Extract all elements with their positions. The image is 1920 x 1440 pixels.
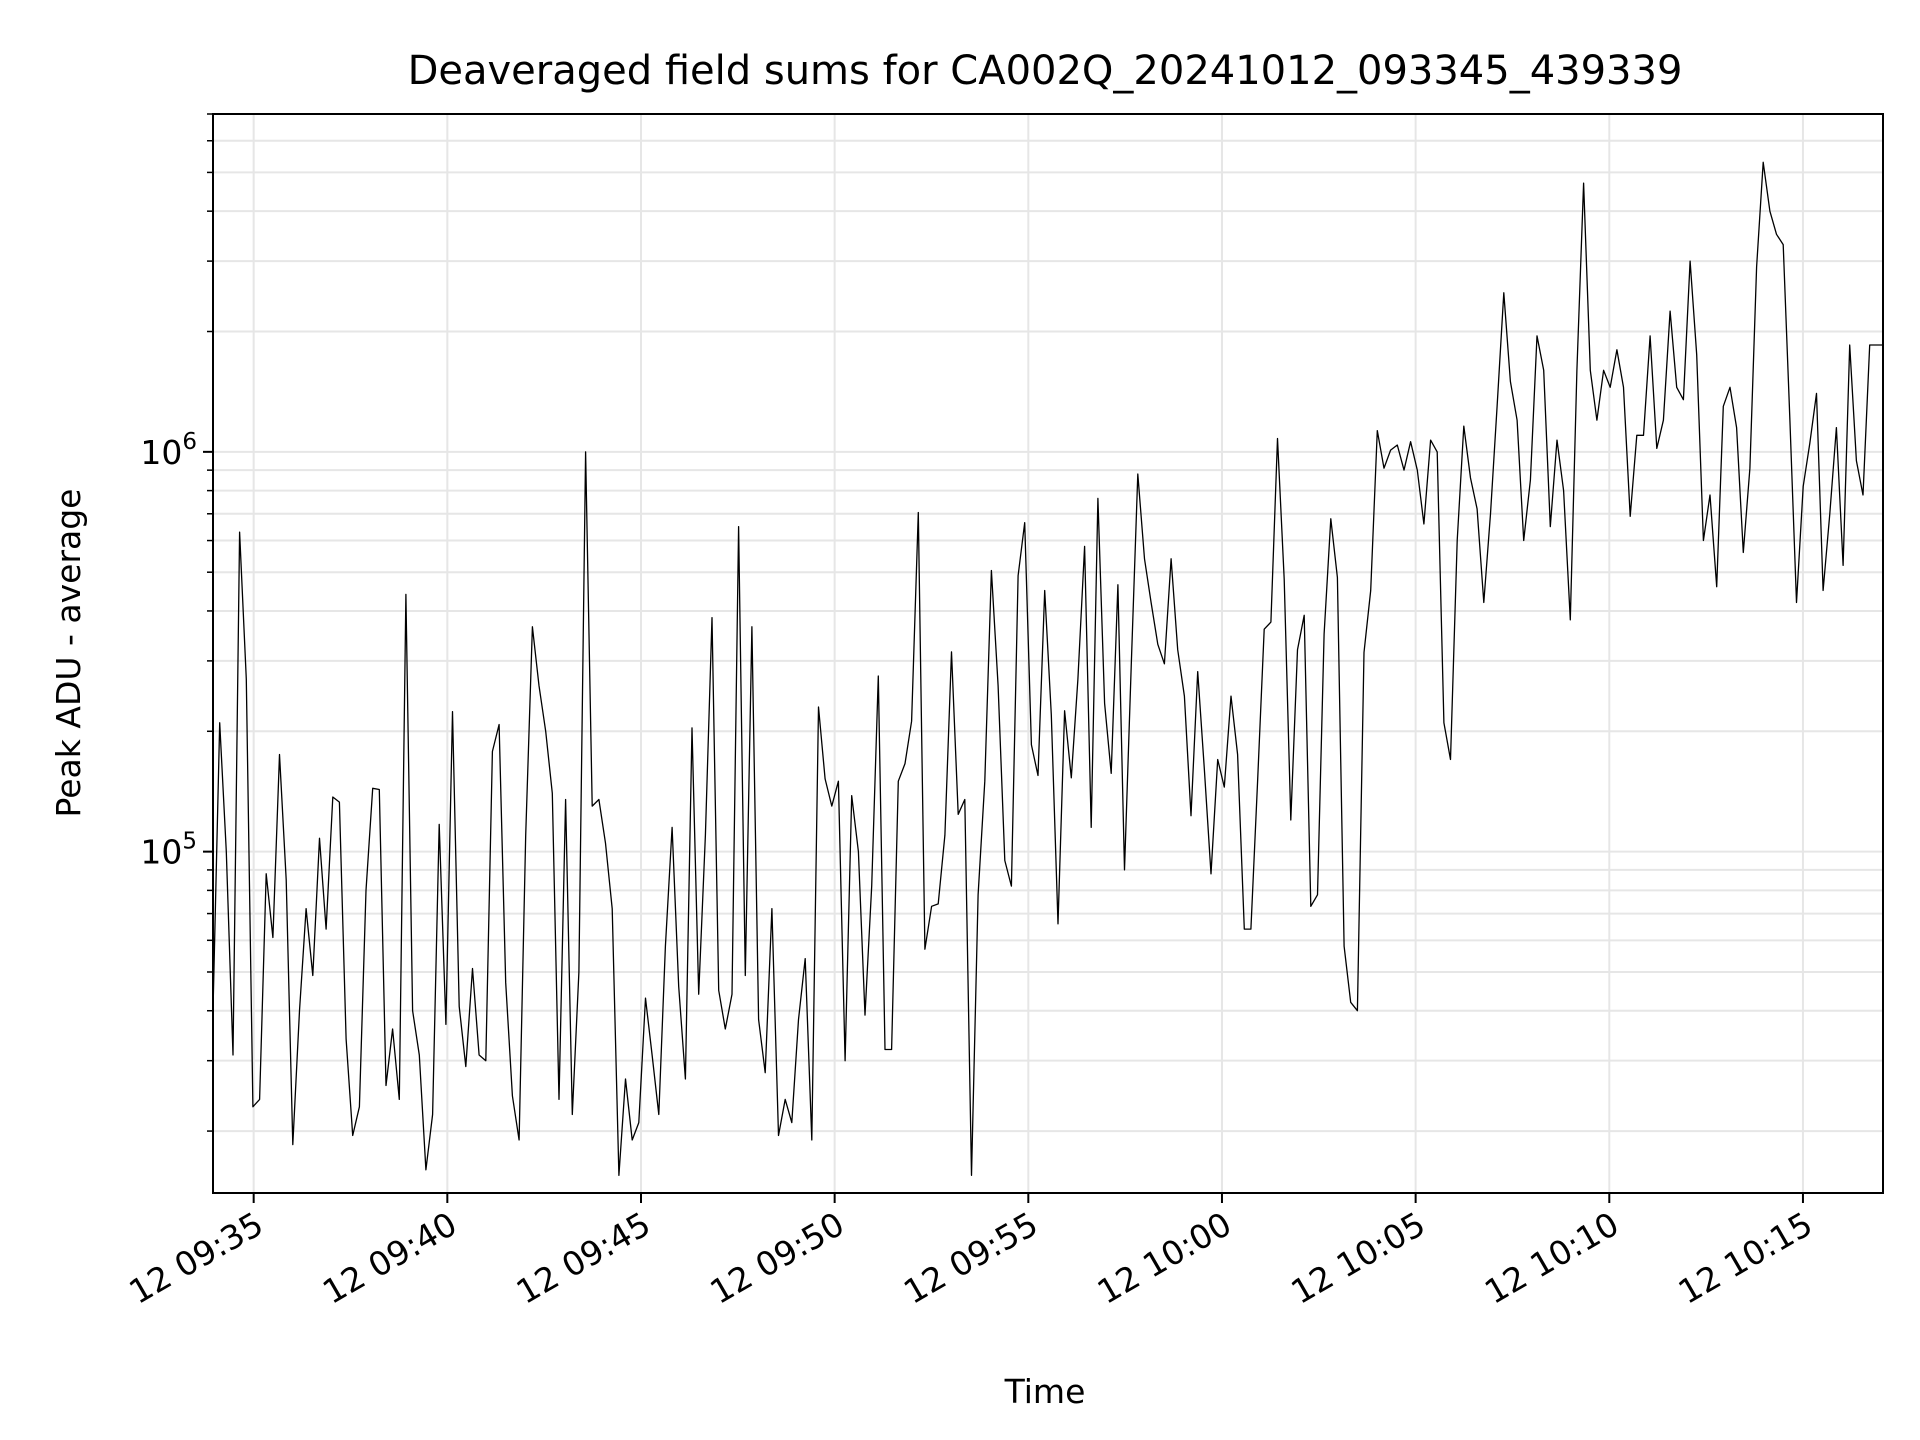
- grid: [213, 113, 1883, 1193]
- plot-area-frame: [212, 113, 1884, 1194]
- y-axis: 105 106: [140, 113, 213, 1132]
- x-axis-label: Time: [1004, 1372, 1086, 1411]
- y-tick-label: 105: [140, 829, 197, 872]
- y-tick-label: 106: [140, 429, 197, 472]
- y-axis-label: Peak ADU - average: [49, 489, 88, 818]
- series-line-0: [212, 161, 1883, 1176]
- series-layer: [212, 161, 1883, 1176]
- chart-title: Deaveraged field sums for CA002Q_2024101…: [408, 48, 1683, 94]
